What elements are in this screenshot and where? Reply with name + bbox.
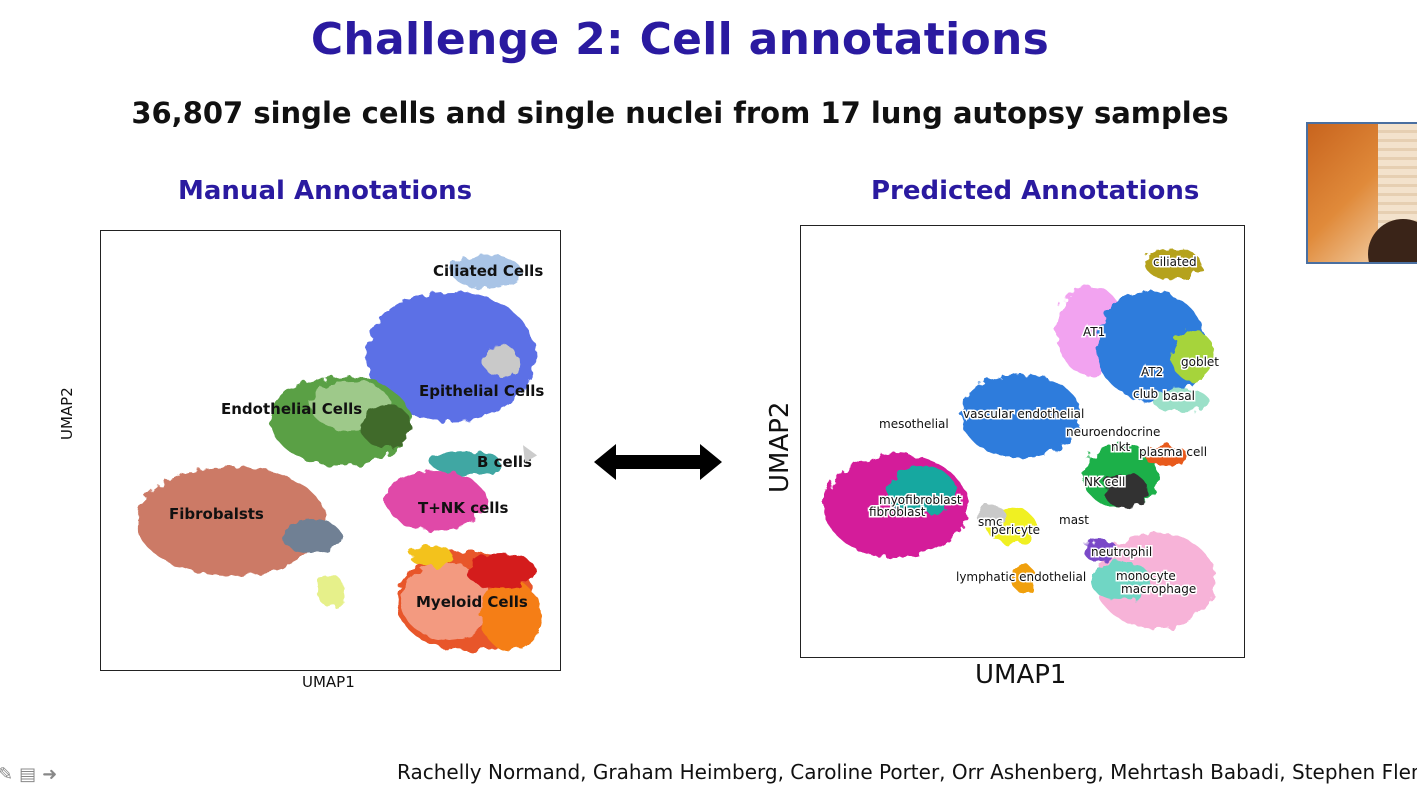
cluster-epithelial-grey <box>483 345 519 377</box>
label-lymphatic-endothelial: lymphatic endothelial <box>956 570 1086 584</box>
cluster-myeloid-red <box>466 553 536 589</box>
label-nkt: nkt <box>1111 440 1131 454</box>
predicted-ylabel: UMAP2 <box>765 401 795 493</box>
cluster-tnk <box>386 471 486 531</box>
cluster-epithelial <box>366 291 536 421</box>
double-arrow-icon <box>594 444 722 480</box>
label-plasma-cell: plasma cell <box>1139 445 1207 459</box>
manual-annotations-heading: Manual Annotations <box>178 176 473 206</box>
webcam-video[interactable] <box>1306 122 1417 264</box>
label-myofibroblast: myofibroblast <box>879 493 962 507</box>
label-at2: AT2 <box>1141 365 1163 379</box>
cluster-yellow <box>317 575 345 607</box>
label-basal: basal <box>1163 389 1195 403</box>
label-ciliated-pred: ciliated <box>1153 255 1197 269</box>
presenter-head <box>1368 219 1417 262</box>
manual-umap-svg: Ciliated Cells Epithelial Cells Endothel… <box>136 254 544 651</box>
pred-neutrophil <box>1083 541 1119 561</box>
label-goblet: goblet <box>1181 355 1219 369</box>
pen-icon[interactable]: ✎ <box>0 764 14 785</box>
manual-umap-plot: Ciliated Cells Epithelial Cells Endothel… <box>100 230 561 671</box>
pred-smc <box>977 504 1005 528</box>
predicted-annotations-heading: Predicted Annotations <box>871 176 1200 206</box>
slide-title: Challenge 2: Cell annotations <box>310 14 1050 65</box>
slide-toolbar: ✎ ▤ ➜ <box>0 764 57 785</box>
predicted-umap-svg: ciliated AT1 goblet AT2 club basal vascu… <box>824 248 1221 629</box>
cluster-myeloid-gold <box>409 546 453 566</box>
cluster-slate <box>281 519 341 553</box>
cluster-endothelial-dark <box>361 404 411 448</box>
label-fibroblast: fibroblast <box>869 505 926 519</box>
predicted-xlabel: UMAP1 <box>975 660 1067 690</box>
pred-lymphatic <box>1011 564 1035 592</box>
slide-subtitle: 36,807 single cells and single nuclei fr… <box>131 96 1229 130</box>
label-mesothelial: mesothelial <box>879 417 949 431</box>
pred-ciliated <box>1145 248 1201 280</box>
manual-ylabel: UMAP2 <box>58 387 76 440</box>
label-epithelial: Epithelial Cells <box>419 382 544 400</box>
label-bcells: B cells <box>477 453 532 471</box>
notes-icon[interactable]: ▤ <box>19 764 37 785</box>
label-neutrophil: neutrophil <box>1091 545 1152 559</box>
pred-monocyte <box>1091 561 1151 601</box>
label-ciliated: Ciliated Cells <box>433 262 543 280</box>
cluster-bcells <box>431 451 501 475</box>
pred-vascular-endothelial <box>961 374 1081 458</box>
label-vascular-endothelial: vascular endothelial <box>963 407 1084 421</box>
cluster-myeloid-peach <box>401 563 491 639</box>
next-arrow-icon[interactable]: ➜ <box>42 764 58 785</box>
pred-goblet <box>1171 331 1215 381</box>
pred-macrophage <box>1096 533 1216 629</box>
label-monocyte: monocyte <box>1116 569 1176 583</box>
pred-nk-dark <box>1104 473 1148 509</box>
authors-line: Rachelly Normand, Graham Heimberg, Carol… <box>397 760 1417 784</box>
label-tnk: T+NK cells <box>418 499 509 517</box>
label-neuroendocrine: neuroendocrine <box>1066 425 1160 439</box>
label-endothelial: Endothelial Cells <box>221 400 362 418</box>
label-nk-cell: NK cell <box>1084 475 1125 489</box>
label-at1: AT1 <box>1083 325 1105 339</box>
label-macrophage: macrophage <box>1121 582 1196 596</box>
cluster-myeloid-orange <box>481 581 541 651</box>
label-pericyte: pericyte <box>991 523 1040 537</box>
label-fibroblasts: Fibrobalsts <box>169 505 264 523</box>
label-club: club <box>1133 387 1158 401</box>
cluster-ciliated <box>451 254 521 288</box>
predicted-umap-plot: ciliated AT1 goblet AT2 club basal vascu… <box>800 225 1245 658</box>
label-mast: mast <box>1059 513 1089 527</box>
manual-xlabel: UMAP1 <box>302 673 355 691</box>
label-smc: smc <box>978 515 1003 529</box>
cluster-fibroblasts <box>136 466 326 576</box>
pred-myofibroblast <box>886 466 956 516</box>
pred-basal <box>1153 389 1209 413</box>
pred-plasma <box>1144 446 1188 466</box>
label-myeloid: Myeloid Cells <box>416 593 528 611</box>
